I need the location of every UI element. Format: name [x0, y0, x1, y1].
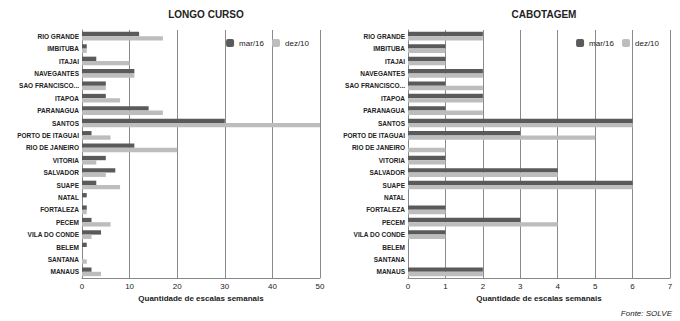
svg-text:RIO GRANDE: RIO GRANDE — [363, 33, 405, 40]
svg-text:1: 1 — [443, 282, 448, 291]
svg-text:PORTO DE ITAGUAI: PORTO DE ITAGUAI — [17, 132, 79, 139]
svg-text:PECEM: PECEM — [382, 219, 405, 226]
svg-text:20: 20 — [173, 282, 182, 291]
svg-text:50: 50 — [316, 282, 325, 291]
svg-text:IMBITUBA: IMBITUBA — [47, 45, 79, 52]
svg-text:5: 5 — [593, 282, 598, 291]
svg-text:MANAUS: MANAUS — [50, 268, 79, 275]
svg-text:BELEM: BELEM — [56, 244, 79, 251]
svg-text:VITORIA: VITORIA — [53, 157, 80, 164]
svg-text:ITAPOA: ITAPOA — [381, 95, 405, 102]
svg-text:PORTO DE ITAGUAI: PORTO DE ITAGUAI — [343, 132, 405, 139]
svg-text:mar/16: mar/16 — [239, 39, 264, 48]
svg-text:SAO FRANCISCO...: SAO FRANCISCO... — [345, 82, 405, 89]
svg-text:ITAJAI: ITAJAI — [385, 58, 405, 65]
svg-text:SANTOS: SANTOS — [52, 120, 80, 127]
svg-text:LONGO CURSO: LONGO CURSO — [168, 9, 244, 20]
svg-text:RIO DE JANEIRO: RIO DE JANEIRO — [26, 144, 79, 151]
svg-text:6: 6 — [630, 282, 635, 291]
svg-text:7: 7 — [668, 282, 673, 291]
svg-text:Fonte: SOLVE: Fonte: SOLVE — [621, 309, 673, 318]
svg-text:RIO GRANDE: RIO GRANDE — [37, 33, 79, 40]
svg-text:10: 10 — [125, 282, 134, 291]
svg-text:RIO DE JANEIRO: RIO DE JANEIRO — [352, 144, 405, 151]
svg-text:ITAPOA: ITAPOA — [55, 95, 79, 102]
svg-text:IMBITUBA: IMBITUBA — [373, 45, 405, 52]
svg-text:SAO FRANCISCO...: SAO FRANCISCO... — [19, 82, 79, 89]
svg-text:ITAJAI: ITAJAI — [59, 58, 79, 65]
svg-text:NAVEGANTES: NAVEGANTES — [360, 70, 405, 77]
svg-text:SANTOS: SANTOS — [378, 120, 406, 127]
svg-text:SUAPE: SUAPE — [57, 182, 80, 189]
svg-text:dez/10: dez/10 — [285, 39, 310, 48]
svg-text:FORTALEZA: FORTALEZA — [366, 206, 405, 213]
svg-text:SALVADOR: SALVADOR — [43, 169, 79, 176]
svg-text:PARANAGUA: PARANAGUA — [363, 107, 405, 114]
svg-text:NATAL: NATAL — [384, 194, 405, 201]
svg-text:Quantidade de escalas semanais: Quantidade de escalas semanais — [476, 294, 602, 303]
svg-text:MANAUS: MANAUS — [376, 268, 405, 275]
svg-text:VITORIA: VITORIA — [379, 157, 406, 164]
svg-text:NAVEGANTES: NAVEGANTES — [34, 70, 79, 77]
svg-text:Quantidade de escalas semanais: Quantidade de escalas semanais — [138, 294, 264, 303]
svg-text:NATAL: NATAL — [58, 194, 79, 201]
svg-text:30: 30 — [220, 282, 229, 291]
svg-text:CABOTAGEM: CABOTAGEM — [512, 9, 577, 20]
svg-text:FORTALEZA: FORTALEZA — [40, 206, 79, 213]
svg-text:PARANAGUA: PARANAGUA — [37, 107, 79, 114]
svg-text:0: 0 — [406, 282, 411, 291]
svg-text:mar/16: mar/16 — [589, 39, 614, 48]
svg-text:PECEM: PECEM — [56, 219, 79, 226]
svg-text:dez/10: dez/10 — [635, 39, 660, 48]
svg-text:3: 3 — [518, 282, 523, 291]
svg-text:VILA DO CONDE: VILA DO CONDE — [28, 231, 80, 238]
svg-text:4: 4 — [555, 282, 560, 291]
svg-text:SUAPE: SUAPE — [383, 182, 406, 189]
svg-text:VILA DO CONDE: VILA DO CONDE — [354, 231, 406, 238]
svg-text:2: 2 — [481, 282, 486, 291]
svg-text:40: 40 — [268, 282, 277, 291]
svg-text:BELEM: BELEM — [382, 244, 405, 251]
svg-text:0: 0 — [80, 282, 85, 291]
svg-text:SALVADOR: SALVADOR — [369, 169, 405, 176]
svg-text:SANTANA: SANTANA — [374, 256, 406, 263]
svg-text:SANTANA: SANTANA — [48, 256, 80, 263]
